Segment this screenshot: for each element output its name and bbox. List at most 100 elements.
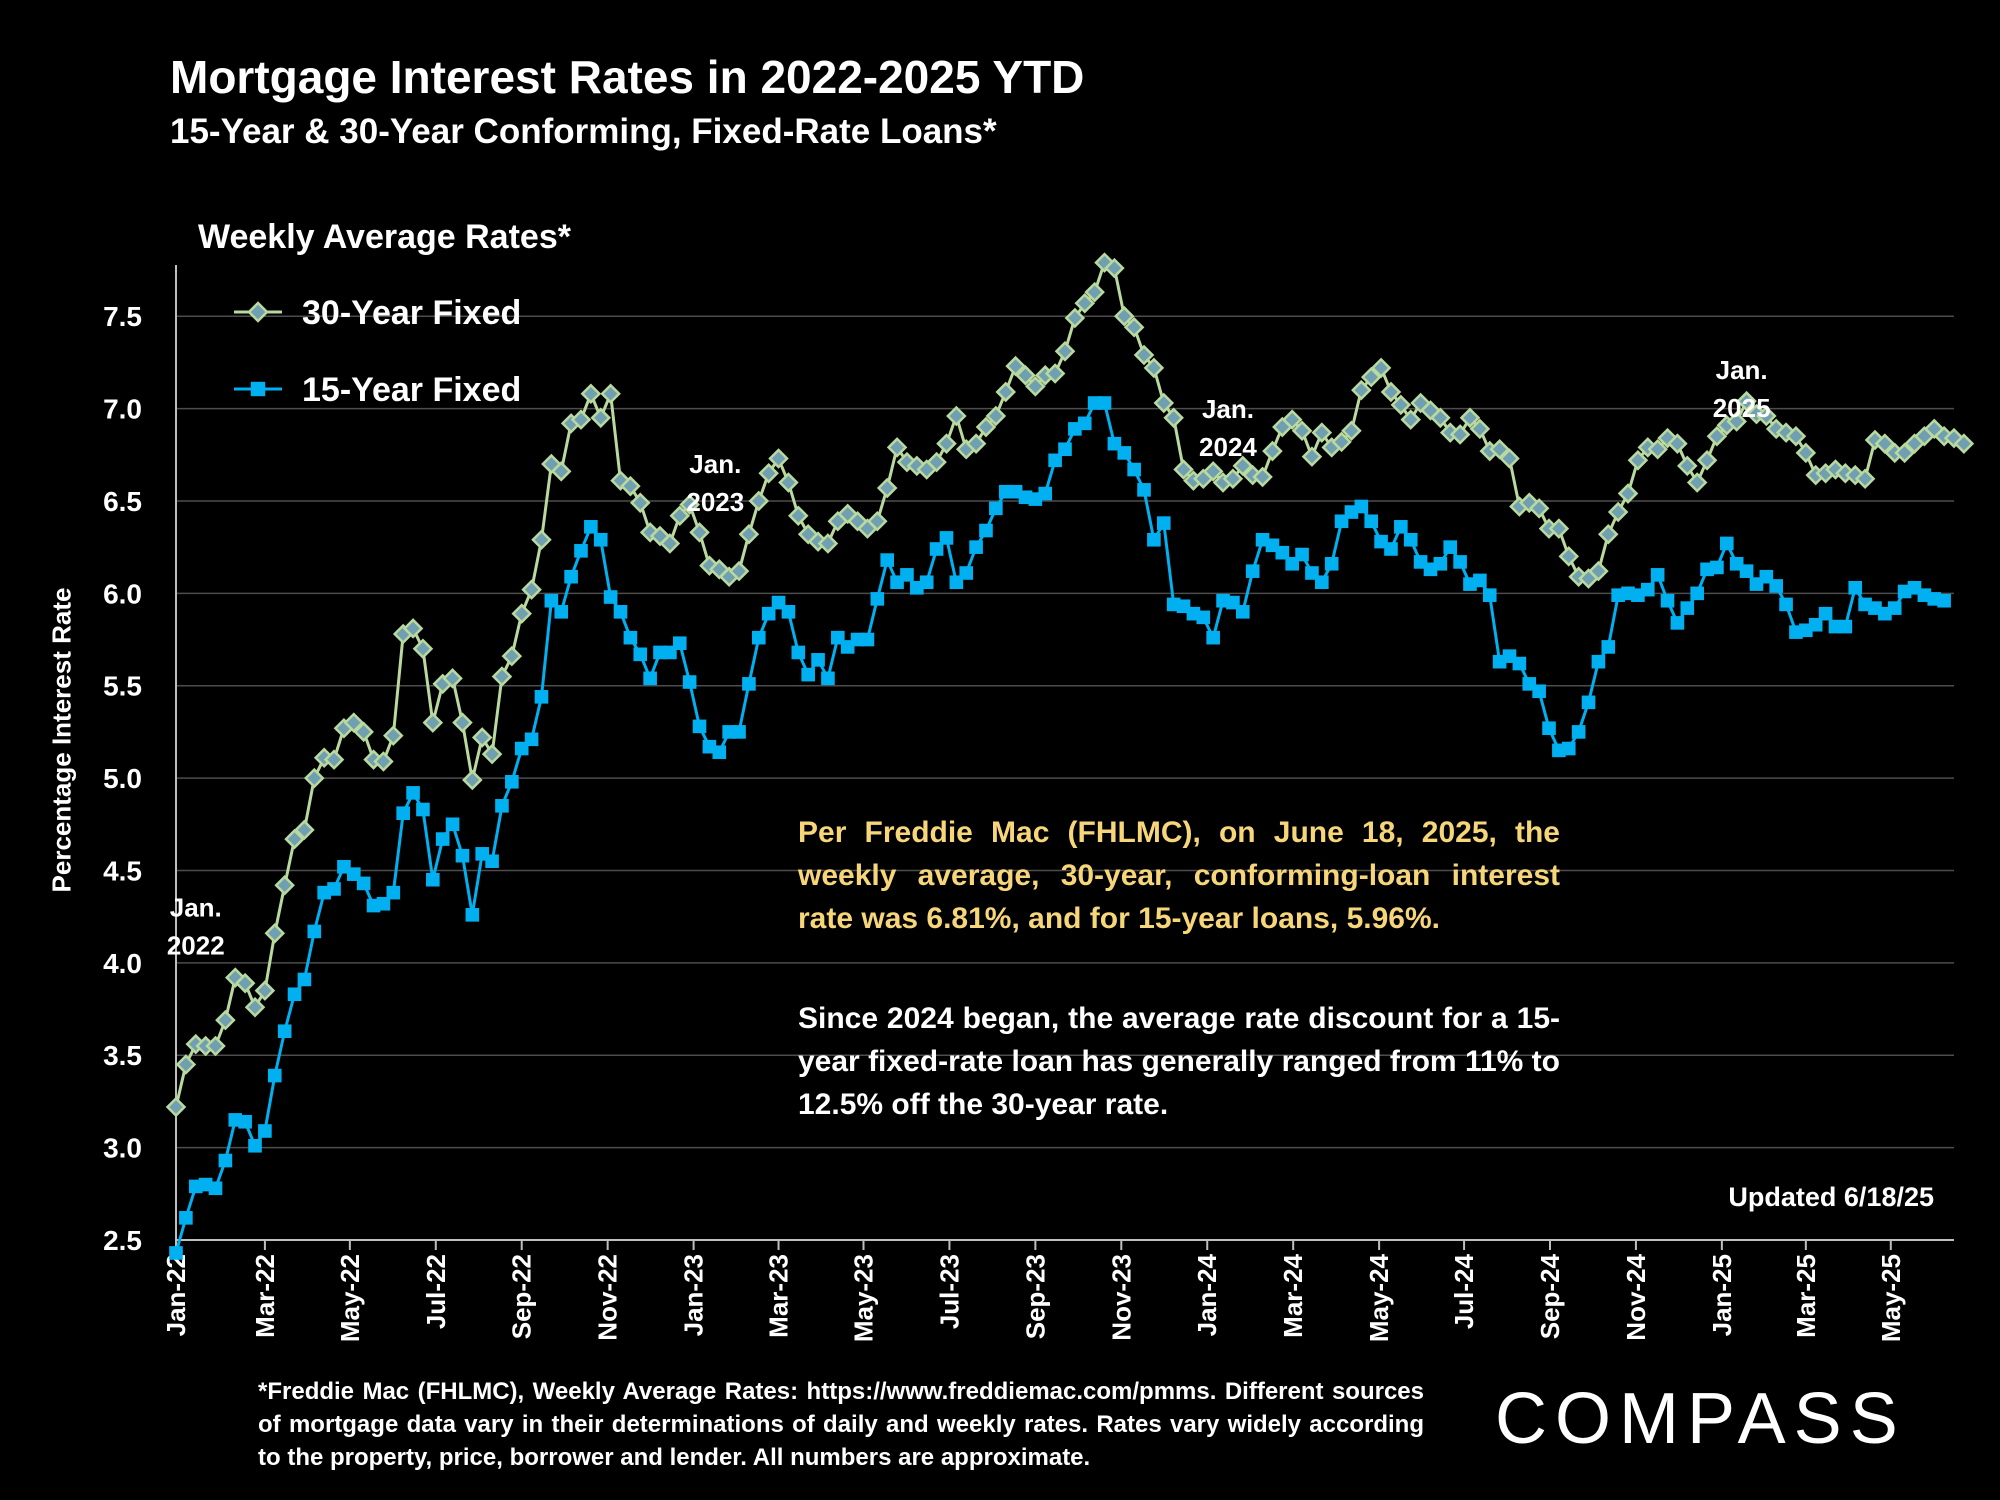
data-point bbox=[465, 908, 480, 922]
data-point bbox=[1581, 695, 1596, 710]
chart-title: Mortgage Interest Rates in 2022-2025 YTD bbox=[170, 51, 1085, 103]
data-point bbox=[1459, 407, 1481, 429]
year-annotation: Jan. 2024 bbox=[1199, 394, 1257, 462]
data-point bbox=[1077, 416, 1092, 431]
series bbox=[165, 252, 1975, 1260]
data-point bbox=[1482, 588, 1497, 602]
data-point bbox=[876, 477, 898, 499]
data-point bbox=[215, 1009, 236, 1031]
data-point bbox=[1937, 593, 1951, 608]
data-point bbox=[1311, 422, 1333, 443]
data-point bbox=[1054, 341, 1076, 362]
data-point bbox=[244, 996, 266, 1018]
data-point bbox=[870, 592, 885, 606]
data-point bbox=[304, 767, 325, 789]
legend-marker bbox=[247, 301, 269, 323]
data-point bbox=[1433, 556, 1448, 571]
annotations: Jan. 2022 Jan. 2023 Jan. 2024 Jan. 2025 bbox=[167, 355, 1771, 961]
data-point bbox=[975, 416, 997, 438]
data-point bbox=[712, 745, 727, 760]
data-point bbox=[1591, 654, 1606, 669]
data-point bbox=[959, 566, 974, 580]
x-tick-label: Jul-22 bbox=[421, 1254, 451, 1329]
data-point bbox=[1341, 420, 1362, 442]
data-point bbox=[1785, 426, 1807, 447]
data-point bbox=[1275, 545, 1290, 560]
data-point bbox=[1025, 376, 1046, 397]
data-point bbox=[297, 972, 312, 987]
data-point bbox=[965, 433, 987, 454]
data-point bbox=[1453, 555, 1467, 569]
data-point bbox=[1443, 540, 1458, 554]
data-point bbox=[1384, 542, 1398, 556]
x-tick-label: Nov-22 bbox=[593, 1254, 623, 1341]
data-point bbox=[455, 848, 470, 863]
data-point bbox=[1449, 424, 1471, 445]
data-point bbox=[1848, 580, 1863, 595]
data-point bbox=[1660, 593, 1675, 608]
legend-item: 15-Year Fixed bbox=[234, 371, 521, 409]
data-point bbox=[629, 492, 651, 514]
data-point bbox=[1315, 575, 1329, 590]
data-point bbox=[669, 505, 691, 527]
data-point bbox=[1690, 586, 1704, 601]
y-tick-label: 3.0 bbox=[103, 1133, 142, 1164]
data-point bbox=[284, 828, 305, 850]
data-point bbox=[356, 876, 371, 891]
data-point bbox=[327, 882, 341, 896]
data-point bbox=[791, 645, 806, 660]
data-point bbox=[264, 923, 286, 944]
data-point bbox=[1469, 418, 1491, 440]
data-point bbox=[1015, 365, 1036, 386]
data-point bbox=[1627, 450, 1649, 471]
data-point bbox=[778, 472, 799, 493]
data-point bbox=[574, 544, 588, 558]
data-point bbox=[1291, 420, 1313, 442]
data-point bbox=[1403, 532, 1418, 547]
data-point bbox=[1588, 560, 1609, 582]
data-point bbox=[524, 732, 539, 747]
y-tick-label: 7.0 bbox=[103, 394, 142, 425]
data-point bbox=[267, 1068, 282, 1083]
data-point bbox=[402, 618, 424, 639]
data-point bbox=[1667, 433, 1688, 454]
annotation-line: 2025 bbox=[1713, 393, 1771, 423]
data-point bbox=[1153, 392, 1175, 414]
data-point bbox=[495, 799, 509, 813]
y-tick-label: 2.5 bbox=[103, 1225, 142, 1256]
data-point bbox=[1512, 656, 1527, 671]
x-tick-label: Mar-23 bbox=[764, 1254, 794, 1338]
data-point bbox=[1156, 516, 1171, 530]
y-tick-label: 3.5 bbox=[103, 1040, 142, 1071]
data-point bbox=[1354, 499, 1369, 514]
data-point bbox=[1104, 257, 1125, 279]
data-point bbox=[564, 569, 578, 584]
discount-note: Since 2024 began, the average rate disco… bbox=[798, 1002, 1560, 1121]
y-tick-label: 7.5 bbox=[103, 301, 142, 332]
annotation-line: 2022 bbox=[167, 931, 225, 961]
data-point bbox=[603, 590, 618, 604]
data-point bbox=[1795, 442, 1817, 464]
data-point bbox=[1058, 442, 1072, 457]
data-point bbox=[580, 383, 602, 405]
data-point bbox=[1232, 455, 1254, 477]
x-tick-label: Nov-23 bbox=[1106, 1254, 1136, 1341]
data-point bbox=[989, 501, 1003, 516]
data-point bbox=[620, 475, 641, 497]
data-point bbox=[728, 560, 750, 582]
data-point bbox=[1779, 597, 1793, 612]
data-point bbox=[238, 1114, 252, 1129]
data-point bbox=[1736, 390, 1757, 412]
legend-marker bbox=[250, 381, 266, 397]
data-point bbox=[1390, 394, 1412, 416]
annotation-line: Jan. bbox=[1716, 355, 1768, 385]
x-tick-label: Jul-23 bbox=[934, 1254, 964, 1329]
data-point bbox=[383, 725, 404, 746]
data-point bbox=[761, 606, 776, 621]
data-point bbox=[969, 540, 983, 554]
data-point bbox=[1670, 616, 1685, 630]
data-point bbox=[1548, 518, 1570, 539]
compass-logo: COMPASS bbox=[1495, 1379, 1906, 1459]
data-point bbox=[1005, 355, 1026, 377]
data-point bbox=[254, 980, 276, 1001]
